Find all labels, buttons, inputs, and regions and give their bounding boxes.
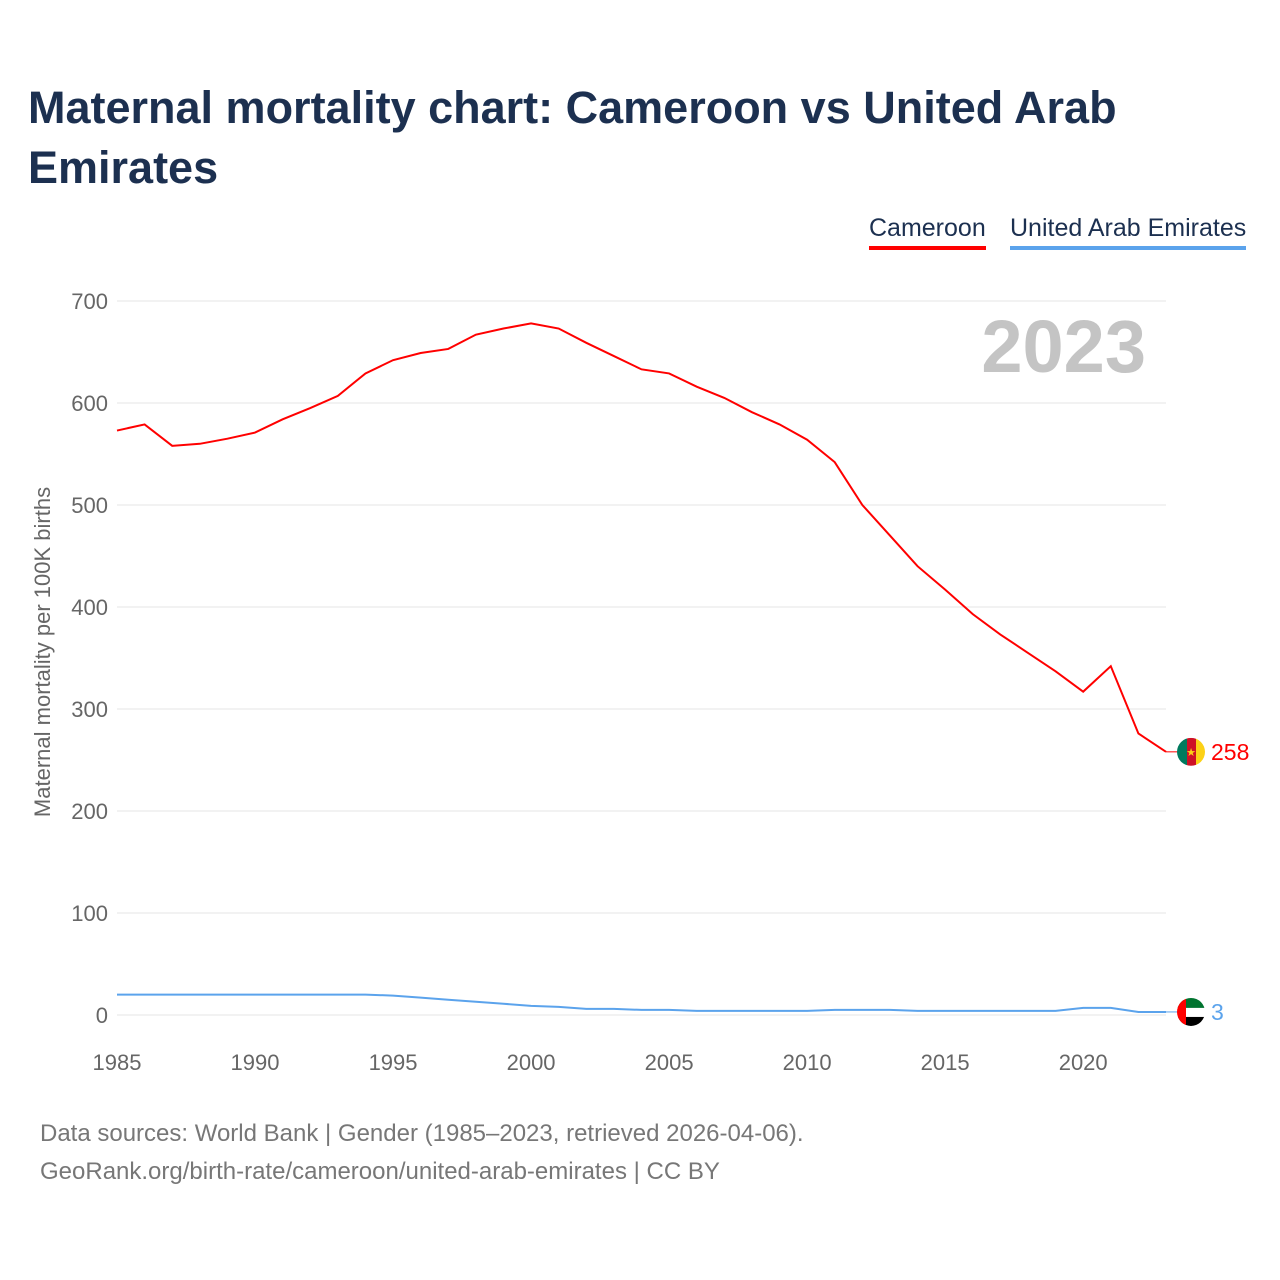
x-tick-label: 1995 [369,1050,418,1075]
y-tick-label: 0 [96,1003,108,1028]
x-tick-label: 2020 [1059,1050,1108,1075]
series-line-cameroon[interactable] [116,322,1167,753]
y-tick-label: 700 [71,289,108,314]
cameroon-flag-icon: ★ [1177,737,1205,766]
legend-uae[interactable]: United Arab Emirates [1010,214,1247,250]
y-tick-label: 100 [71,901,108,926]
y-tick-label: 200 [71,799,108,824]
chart-title: Maternal mortality chart: Cameroon vs Un… [28,82,1117,193]
legend-cameroon[interactable]: Cameroon [869,214,986,250]
svg-text:★: ★ [1186,747,1196,759]
x-tick-label: 2015 [921,1050,970,1075]
y-axis-label: Maternal mortality per 100K births [30,487,55,817]
y-tick-label: 500 [71,493,108,518]
x-tick-label: 1985 [93,1050,142,1075]
footer-source: Data sources: World Bank | Gender (1985–… [40,1120,804,1147]
x-tick-label: 2010 [783,1050,832,1075]
year-label: 2023 [981,305,1146,388]
footer-url[interactable]: GeoRank.org/birth-rate/cameroon/united-a… [40,1158,720,1185]
y-tick-label: 600 [71,391,108,416]
y-tick-label: 400 [71,595,108,620]
x-tick-label: 2005 [645,1050,694,1075]
end-value-label: 3 [1211,999,1224,1025]
uae-flag-icon [1177,997,1205,1026]
series-line-uae[interactable] [117,993,1166,1013]
end-value-label: 258 [1211,739,1249,765]
x-tick-label: 1990 [231,1050,280,1075]
x-tick-label: 2000 [507,1050,556,1075]
y-tick-label: 300 [71,697,108,722]
